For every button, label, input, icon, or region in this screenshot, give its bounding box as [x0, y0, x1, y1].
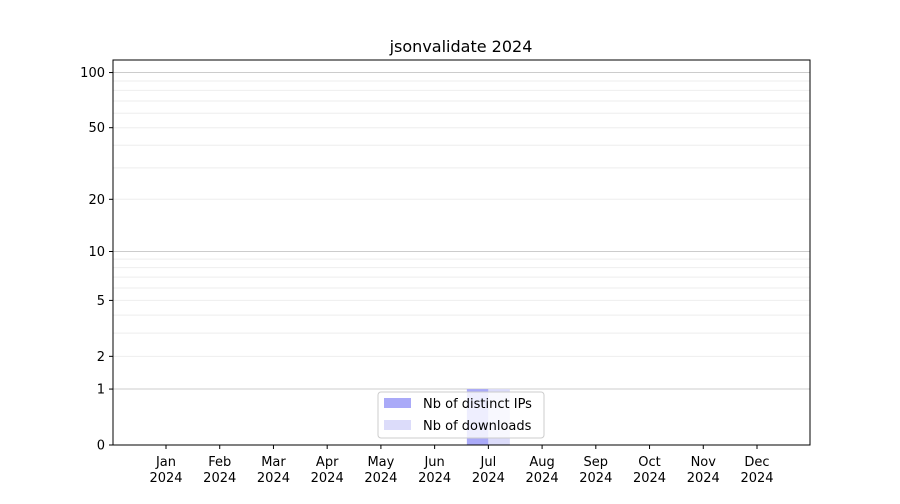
- y-tick-label: 0: [97, 439, 105, 454]
- x-tick-label: Aug: [529, 455, 554, 470]
- x-tick-label: May: [367, 455, 394, 470]
- x-tick-label: 2024: [740, 471, 773, 486]
- x-tick-label: 2024: [311, 471, 344, 486]
- y-tick-label: 1: [97, 383, 105, 398]
- x-tick-label: 2024: [149, 471, 182, 486]
- y-tick-label: 5: [97, 294, 105, 309]
- x-tick-label: 2024: [364, 471, 397, 486]
- x-tick-label: 2024: [633, 471, 666, 486]
- y-tick-label: 100: [80, 66, 105, 81]
- legend-label: Nb of distinct IPs: [423, 397, 532, 412]
- legend-swatch: [384, 420, 411, 430]
- x-tick-label: Mar: [261, 455, 286, 470]
- x-tick-label: Jan: [155, 455, 176, 470]
- x-tick-label: Jun: [423, 455, 444, 470]
- x-tick-label: Jul: [480, 455, 497, 470]
- x-tick-label: Nov: [691, 455, 717, 470]
- y-axis: 0 1 2 5 10 20 50 100: [80, 66, 113, 454]
- legend: Nb of distinct IPs Nb of downloads: [377, 391, 545, 439]
- legend-swatch: [384, 398, 411, 408]
- x-tick-label: 2024: [687, 471, 720, 486]
- x-tick-label: Feb: [208, 455, 231, 470]
- legend-box: [377, 391, 545, 439]
- y-tick-label: 10: [88, 245, 105, 260]
- chart-title: jsonvalidate 2024: [389, 37, 533, 56]
- plot-frame: [112, 59, 811, 446]
- x-tick-label: 2024: [203, 471, 236, 486]
- x-tick-label: 2024: [257, 471, 290, 486]
- y-tick-label: 2: [97, 350, 105, 365]
- grid: [113, 72, 810, 390]
- x-tick-label: Dec: [744, 455, 769, 470]
- x-tick-label: 2024: [579, 471, 612, 486]
- x-tick-label: Sep: [584, 455, 609, 470]
- x-tick-label: 2024: [418, 471, 451, 486]
- y-tick-label: 50: [88, 121, 105, 136]
- x-tick-label: Oct: [638, 455, 660, 470]
- y-tick-label: 20: [88, 193, 105, 208]
- legend-label: Nb of downloads: [423, 419, 532, 434]
- x-tick-label: 2024: [472, 471, 505, 486]
- x-tick-label: Apr: [316, 455, 339, 470]
- x-tick-label: 2024: [526, 471, 559, 486]
- x-axis: Jan2024Feb2024Mar2024Apr2024May2024Jun20…: [149, 445, 774, 486]
